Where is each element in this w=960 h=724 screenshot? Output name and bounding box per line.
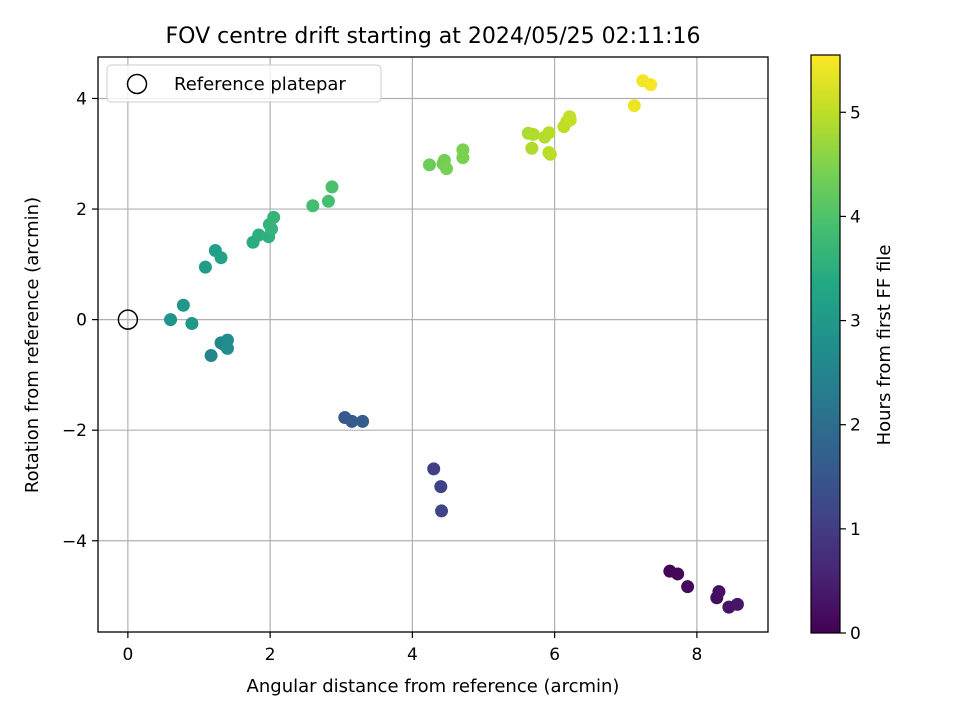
data-points: [164, 74, 744, 614]
grid-lines: [98, 57, 768, 632]
data-point: [214, 251, 228, 265]
x-axis-label: Angular distance from reference (arcmin): [247, 676, 620, 697]
data-point: [671, 567, 685, 581]
data-point: [456, 143, 470, 157]
data-point: [525, 141, 539, 155]
colorbar-tick-label: 4: [850, 207, 861, 227]
x-tick-label: 6: [549, 645, 560, 665]
x-tick-label: 8: [691, 645, 702, 665]
data-point: [265, 222, 279, 236]
colorbar-gradient: [810, 54, 841, 634]
plot-frame: [97, 56, 769, 633]
data-point: [356, 414, 370, 428]
data-point: [644, 78, 658, 92]
data-point: [198, 260, 212, 274]
data-point: [321, 194, 335, 208]
colorbar-label: Hours from first FF file: [874, 245, 895, 446]
data-point: [422, 158, 436, 172]
y-tick-label: −2: [62, 421, 87, 441]
data-point: [434, 480, 448, 494]
data-point: [267, 210, 281, 224]
data-point: [435, 504, 449, 518]
data-point: [306, 199, 320, 213]
y-axis-ticks: −4 −2 0 2 4: [62, 89, 98, 552]
x-axis-ticks: 0 2 4 6 8: [122, 632, 702, 665]
data-point: [164, 313, 178, 327]
data-point: [543, 147, 557, 161]
plot-area: [97, 56, 769, 633]
colorbar-tick-label: 2: [850, 416, 861, 436]
colorbar-tick-label: 3: [850, 312, 861, 332]
data-point: [730, 597, 744, 611]
reference-platepar-marker: [117, 309, 139, 330]
y-axis-label: Rotation from reference (arcmin): [22, 197, 43, 493]
colorbar-tick-label: 5: [850, 103, 861, 123]
data-point: [204, 349, 218, 363]
y-tick-label: 2: [76, 200, 87, 220]
data-point: [252, 228, 266, 242]
x-tick-label: 0: [122, 645, 133, 665]
data-point: [440, 162, 454, 176]
y-tick-label: −4: [62, 532, 87, 552]
legend: Reference platepar: [106, 64, 382, 103]
data-point: [542, 126, 556, 140]
x-tick-label: 2: [265, 645, 276, 665]
data-point: [526, 127, 540, 141]
y-tick-label: 0: [76, 311, 87, 331]
y-tick-label: 4: [76, 89, 87, 109]
data-point: [681, 580, 695, 594]
colorbar-tick-label: 0: [850, 624, 861, 644]
data-point: [563, 113, 577, 127]
data-point: [712, 585, 726, 599]
colorbar-tick-label: 1: [850, 520, 861, 540]
data-point: [176, 298, 190, 312]
colorbar-ticks: 0 1 2 3 4 5: [840, 103, 861, 644]
legend-entry-label: Reference platepar: [174, 74, 346, 95]
data-point: [185, 316, 199, 330]
data-point: [325, 180, 339, 194]
data-point: [220, 341, 234, 355]
x-tick-label: 4: [407, 645, 418, 665]
chart-title: FOV centre drift starting at 2024/05/25 …: [166, 24, 701, 49]
data-point: [627, 99, 641, 113]
colorbar: 0 1 2 3 4 5 Hours from first FF file: [810, 54, 895, 644]
data-point: [345, 414, 359, 428]
data-point: [427, 462, 441, 476]
legend-marker-open-circle: [126, 73, 148, 95]
legend-box: [106, 64, 382, 103]
